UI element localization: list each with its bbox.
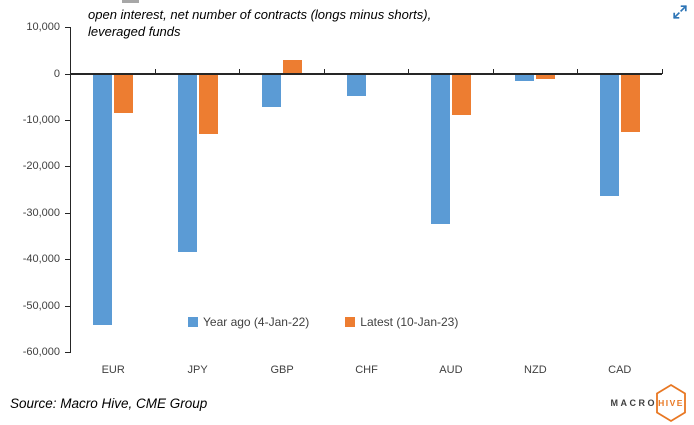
y-axis-label: 0 — [53, 67, 60, 80]
x-axis-label: NZD — [524, 364, 547, 376]
legend-item: Year ago (4-Jan-22) — [188, 315, 309, 329]
chart-title-line1: open interest, net number of contracts (… — [88, 7, 432, 22]
x-axis-tick — [661, 68, 663, 74]
chart-title: open interest, net number of contracts (… — [88, 6, 431, 40]
bar-nzd-year-ago — [515, 74, 535, 81]
y-axis-tick — [65, 119, 71, 121]
x-axis-label: GBP — [270, 364, 294, 376]
logo-text-macro: MACRO — [610, 398, 657, 408]
y-axis-tick — [65, 212, 71, 214]
x-axis-tick — [323, 68, 325, 74]
bar-chf-year-ago — [346, 74, 366, 96]
x-axis-tick — [492, 68, 494, 74]
x-axis-label: AUD — [439, 364, 463, 376]
x-axis-label: EUR — [101, 364, 125, 376]
y-axis-label: -10,000 — [22, 113, 60, 126]
y-axis-label: -40,000 — [22, 253, 60, 266]
y-axis-tick — [65, 259, 71, 261]
x-axis-line — [70, 73, 662, 75]
y-axis-label: 10,000 — [26, 21, 60, 34]
y-axis-label: -50,000 — [22, 299, 60, 312]
bar-chart: 10,000 0 -10,000 -20,000 -30,000 -40,000 -50,0… — [22, 21, 663, 376]
bar-aud-year-ago — [430, 74, 450, 224]
y-axis-tick — [65, 27, 71, 29]
hexagon-icon: HIVE — [656, 383, 686, 423]
y-axis-tick — [65, 166, 71, 168]
bar-cad-latest — [620, 74, 640, 133]
bar-eur-latest — [114, 74, 134, 113]
y-axis-label: -60,000 — [22, 345, 60, 358]
y-axis-label: -20,000 — [22, 160, 60, 173]
legend-swatch-icon — [188, 317, 198, 327]
y-axis-label: -30,000 — [22, 206, 60, 219]
source-note: Source: Macro Hive, CME Group — [10, 396, 208, 411]
x-axis-label: CAD — [608, 364, 632, 376]
bar-gbp-latest — [283, 60, 303, 74]
bar-gbp-year-ago — [262, 74, 282, 107]
bar-jpy-year-ago — [177, 74, 197, 252]
svg-text:HIVE: HIVE — [658, 398, 684, 408]
legend-item: Latest (10-Jan-23) — [345, 315, 458, 329]
cropped-text-artifact — [122, 0, 139, 3]
bar-aud-latest — [451, 74, 471, 116]
bar-jpy-latest — [198, 74, 218, 135]
expand-icon[interactable] — [670, 3, 690, 23]
x-axis-tick — [239, 68, 241, 74]
x-axis-label: CHF — [355, 364, 378, 376]
chart-title-line2: leveraged funds — [88, 24, 181, 39]
y-axis-tick — [65, 305, 71, 307]
y-axis-tick — [65, 73, 71, 75]
x-axis-tick — [577, 68, 579, 74]
bar-cad-year-ago — [599, 74, 619, 196]
x-axis-tick — [408, 68, 410, 74]
y-axis-line — [70, 27, 71, 353]
chart-legend: Year ago (4-Jan-22) Latest (10-Jan-23) — [188, 315, 458, 329]
legend-label: Year ago (4-Jan-22) — [203, 315, 310, 329]
legend-label: Latest (10-Jan-23) — [360, 315, 459, 329]
legend-swatch-icon — [345, 317, 356, 327]
y-axis-tick — [65, 351, 71, 353]
bar-eur-year-ago — [93, 74, 113, 325]
x-axis-label: JPY — [187, 364, 208, 376]
x-axis-tick — [154, 68, 156, 74]
macrohive-logo: MACRO HIVE — [611, 383, 689, 423]
bar-nzd-latest — [536, 74, 556, 79]
